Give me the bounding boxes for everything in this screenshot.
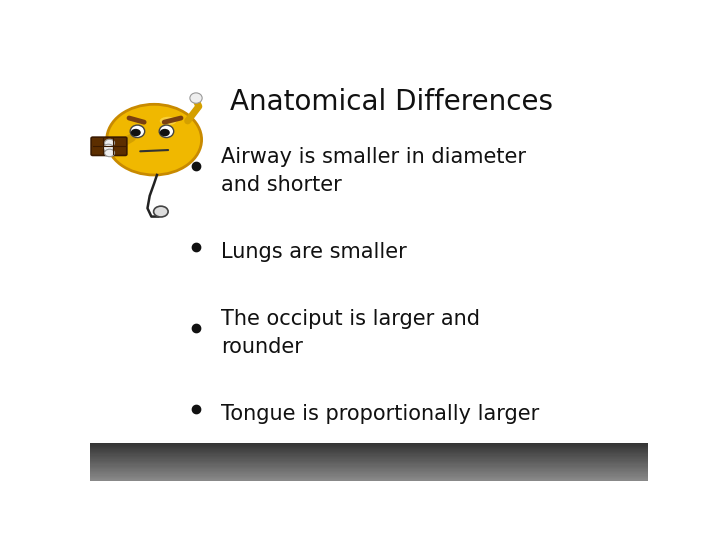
Text: Lungs are smaller: Lungs are smaller	[221, 242, 407, 262]
FancyBboxPatch shape	[90, 470, 648, 472]
Ellipse shape	[130, 125, 145, 138]
FancyBboxPatch shape	[90, 464, 648, 465]
FancyBboxPatch shape	[90, 448, 648, 449]
Ellipse shape	[160, 117, 176, 125]
FancyBboxPatch shape	[90, 449, 648, 451]
FancyBboxPatch shape	[90, 467, 648, 468]
FancyBboxPatch shape	[90, 451, 648, 453]
FancyBboxPatch shape	[90, 475, 648, 477]
FancyBboxPatch shape	[90, 474, 648, 476]
Circle shape	[104, 149, 114, 157]
FancyBboxPatch shape	[90, 472, 648, 474]
FancyBboxPatch shape	[90, 478, 648, 480]
FancyBboxPatch shape	[90, 465, 648, 467]
FancyBboxPatch shape	[90, 463, 648, 464]
Circle shape	[104, 139, 114, 147]
FancyBboxPatch shape	[90, 462, 648, 463]
FancyBboxPatch shape	[90, 459, 648, 461]
FancyBboxPatch shape	[90, 450, 648, 452]
FancyBboxPatch shape	[90, 453, 648, 454]
Circle shape	[107, 104, 202, 175]
Ellipse shape	[159, 125, 174, 138]
FancyBboxPatch shape	[90, 444, 648, 446]
Text: Anatomical Differences: Anatomical Differences	[230, 88, 553, 116]
FancyBboxPatch shape	[90, 454, 648, 456]
Text: Airway is smaller in diameter
and shorter: Airway is smaller in diameter and shorte…	[221, 147, 526, 195]
Text: The occiput is larger and
rounder: The occiput is larger and rounder	[221, 309, 480, 357]
FancyBboxPatch shape	[91, 137, 127, 156]
FancyBboxPatch shape	[90, 476, 648, 478]
Circle shape	[104, 144, 114, 152]
FancyBboxPatch shape	[90, 458, 648, 460]
FancyBboxPatch shape	[90, 447, 648, 448]
FancyBboxPatch shape	[90, 479, 648, 481]
FancyBboxPatch shape	[90, 469, 648, 471]
FancyBboxPatch shape	[90, 468, 648, 469]
Circle shape	[153, 206, 168, 217]
Circle shape	[160, 129, 170, 136]
FancyBboxPatch shape	[90, 443, 648, 444]
FancyBboxPatch shape	[90, 460, 648, 462]
Text: Tongue is proportionally larger: Tongue is proportionally larger	[221, 404, 539, 424]
FancyBboxPatch shape	[90, 456, 648, 458]
Circle shape	[131, 129, 141, 136]
FancyBboxPatch shape	[90, 446, 648, 447]
FancyBboxPatch shape	[90, 455, 648, 457]
Ellipse shape	[190, 93, 202, 103]
FancyBboxPatch shape	[90, 471, 648, 473]
